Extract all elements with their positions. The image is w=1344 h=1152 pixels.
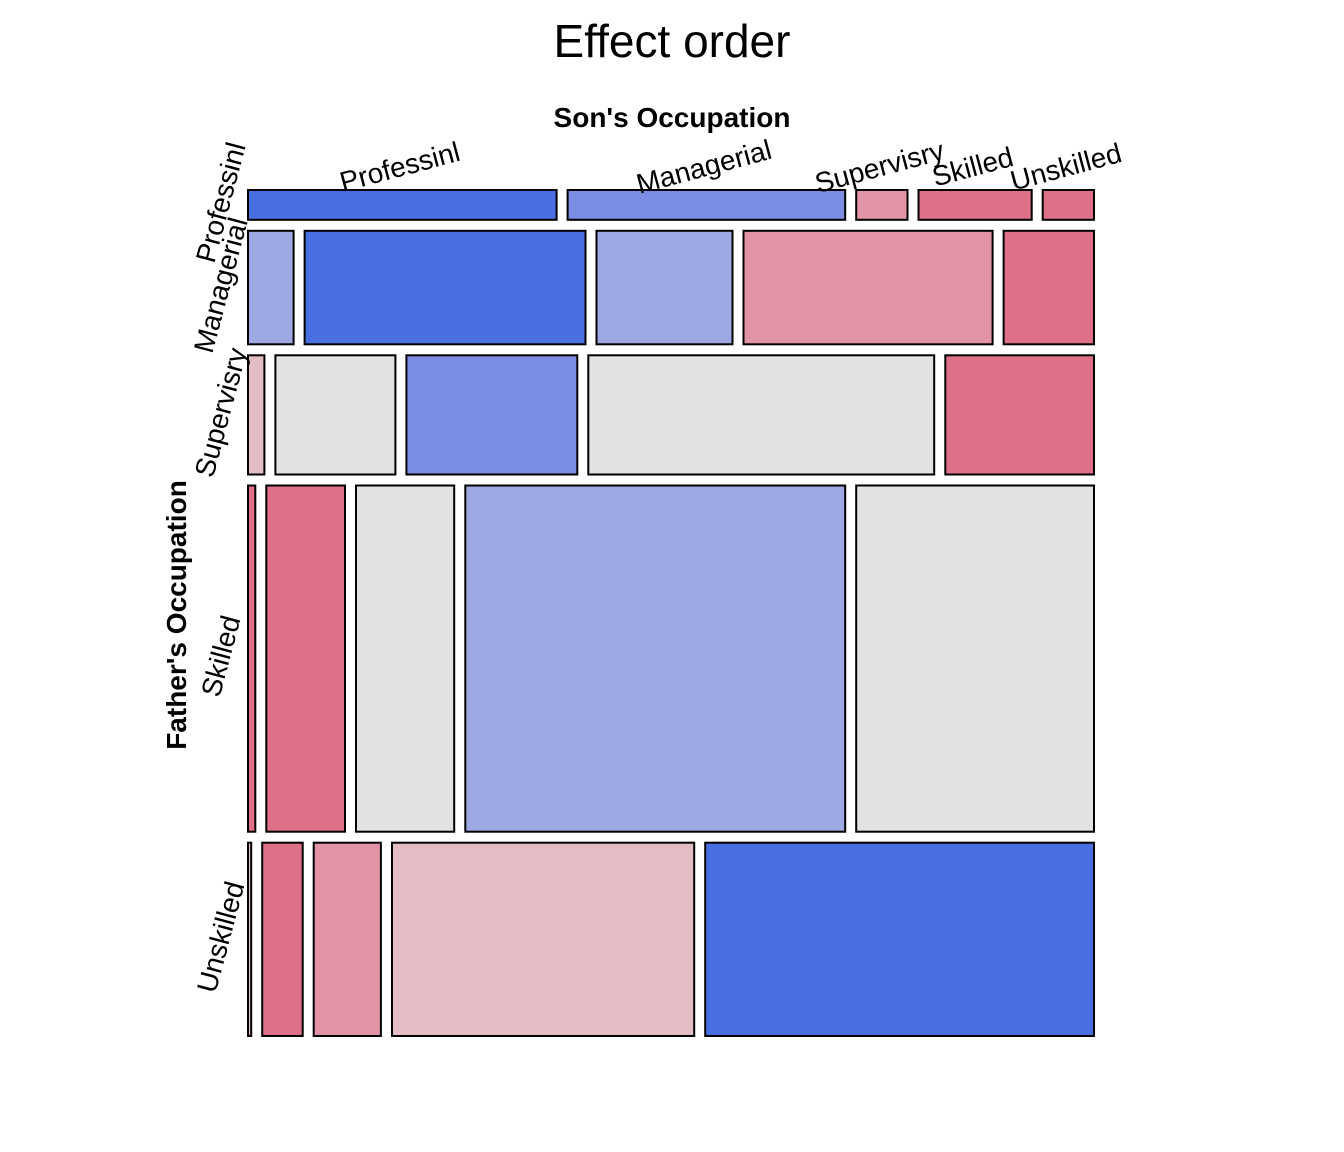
tile-skilled-skilled: [464, 484, 847, 833]
tile-unskilled-supervisry: [312, 841, 382, 1038]
mosaic-tiles: [247, 189, 1096, 1038]
tile-managerial-managerial: [303, 229, 587, 346]
row-label-skilled: Skilled: [195, 612, 246, 700]
row-label-supervisry: Supervisry: [189, 345, 253, 481]
tile-supervisry-professinl: [247, 354, 266, 476]
chart-title: Effect order: [554, 15, 791, 67]
tile-supervisry-unskilled: [944, 354, 1095, 476]
tile-unskilled-skilled: [391, 841, 696, 1038]
tile-skilled-managerial: [265, 484, 346, 833]
col-label-unskilled: Unskilled: [1007, 137, 1125, 196]
tile-professinl-supervisry: [855, 189, 909, 221]
tile-managerial-unskilled: [1002, 229, 1095, 346]
tile-supervisry-skilled: [587, 354, 936, 476]
tile-managerial-professinl: [247, 229, 295, 346]
tile-professinl-professinl: [247, 189, 558, 221]
row-label-unskilled: Unskilled: [191, 878, 250, 996]
tile-professinl-managerial: [566, 189, 847, 221]
tile-skilled-supervisry: [355, 484, 456, 833]
father-occupation-labels: ProfessinlManagerialSupervisrySkilledUns…: [188, 139, 254, 996]
tile-managerial-supervisry: [595, 229, 734, 346]
tile-unskilled-professinl: [247, 841, 253, 1038]
tile-supervisry-supervisry: [405, 354, 579, 476]
son-occupation-axis-title: Son's Occupation: [554, 102, 791, 133]
father-occupation-axis-title: Father's Occupation: [161, 480, 192, 750]
tile-unskilled-unskilled: [704, 841, 1095, 1038]
col-label-professinl: Professinl: [336, 136, 463, 198]
tile-unskilled-managerial: [261, 841, 304, 1038]
tile-professinl-unskilled: [1041, 189, 1095, 221]
tile-skilled-professinl: [247, 484, 257, 833]
tile-skilled-unskilled: [855, 484, 1096, 833]
tile-professinl-skilled: [917, 189, 1033, 221]
tile-managerial-skilled: [742, 229, 994, 346]
tile-supervisry-managerial: [274, 354, 397, 476]
